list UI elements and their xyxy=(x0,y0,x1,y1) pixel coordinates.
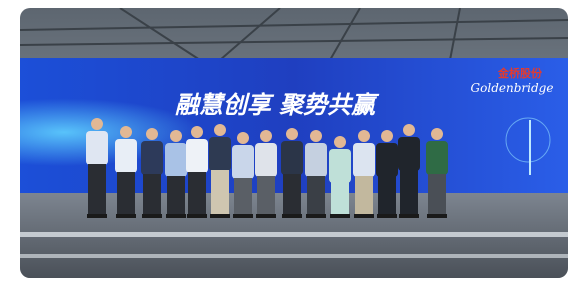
shoes xyxy=(210,214,230,218)
shoes xyxy=(282,214,302,218)
torso xyxy=(232,145,254,179)
torso xyxy=(329,149,351,183)
legs xyxy=(307,176,325,216)
shoes xyxy=(256,214,276,218)
shoes xyxy=(142,214,162,218)
page: {"photo": {"banner_title": "融慧创享 聚势共赢", … xyxy=(0,0,581,281)
shoes xyxy=(116,214,136,218)
torso xyxy=(353,143,375,177)
torso xyxy=(209,137,231,171)
legs xyxy=(355,176,373,216)
torso xyxy=(426,141,448,175)
torso xyxy=(376,143,398,177)
legs xyxy=(283,174,301,216)
legs xyxy=(257,176,275,216)
shoes xyxy=(233,214,253,218)
legs xyxy=(378,176,396,216)
shoes xyxy=(87,214,107,218)
torso xyxy=(186,139,208,173)
head xyxy=(237,132,249,144)
logo-cn: 金桥股份 xyxy=(497,66,543,80)
legs xyxy=(428,174,446,216)
legs xyxy=(88,164,106,216)
shoes xyxy=(330,214,350,218)
shoes xyxy=(399,214,419,218)
banner-title: 融慧创享 聚势共赢 xyxy=(175,91,380,119)
legs xyxy=(143,174,161,216)
torso xyxy=(141,141,163,175)
shoes xyxy=(306,214,326,218)
head xyxy=(214,124,226,136)
torso xyxy=(255,143,277,177)
stage-edge xyxy=(20,232,568,237)
shoes xyxy=(377,214,397,218)
head xyxy=(146,128,158,140)
shoes xyxy=(354,214,374,218)
head xyxy=(310,130,322,142)
torso xyxy=(86,131,108,165)
photo: 融慧创享 聚势共赢 金桥股份 Goldenbridge xyxy=(0,0,581,281)
head xyxy=(91,118,103,130)
head xyxy=(170,130,182,142)
torso xyxy=(281,141,303,175)
scene: 融慧创享 聚势共赢 金桥股份 Goldenbridge xyxy=(20,8,568,278)
torso xyxy=(165,143,187,177)
head xyxy=(403,124,415,136)
shoes xyxy=(187,214,207,218)
head xyxy=(431,128,443,140)
stage-step xyxy=(20,254,568,258)
head xyxy=(120,126,132,138)
head xyxy=(260,130,272,142)
legs xyxy=(234,178,252,216)
legs xyxy=(117,172,135,216)
head xyxy=(286,128,298,140)
legs xyxy=(167,176,185,216)
legs xyxy=(211,170,229,216)
legs xyxy=(331,182,349,216)
head xyxy=(334,136,346,148)
shoes xyxy=(427,214,447,218)
head xyxy=(381,130,393,142)
shoes xyxy=(166,214,186,218)
torso xyxy=(305,143,327,177)
head xyxy=(358,130,370,142)
torso xyxy=(398,137,420,171)
head xyxy=(191,126,203,138)
legs xyxy=(188,172,206,216)
torso xyxy=(115,139,137,173)
legs xyxy=(400,170,418,216)
logo-en: Goldenbridge xyxy=(471,81,554,95)
